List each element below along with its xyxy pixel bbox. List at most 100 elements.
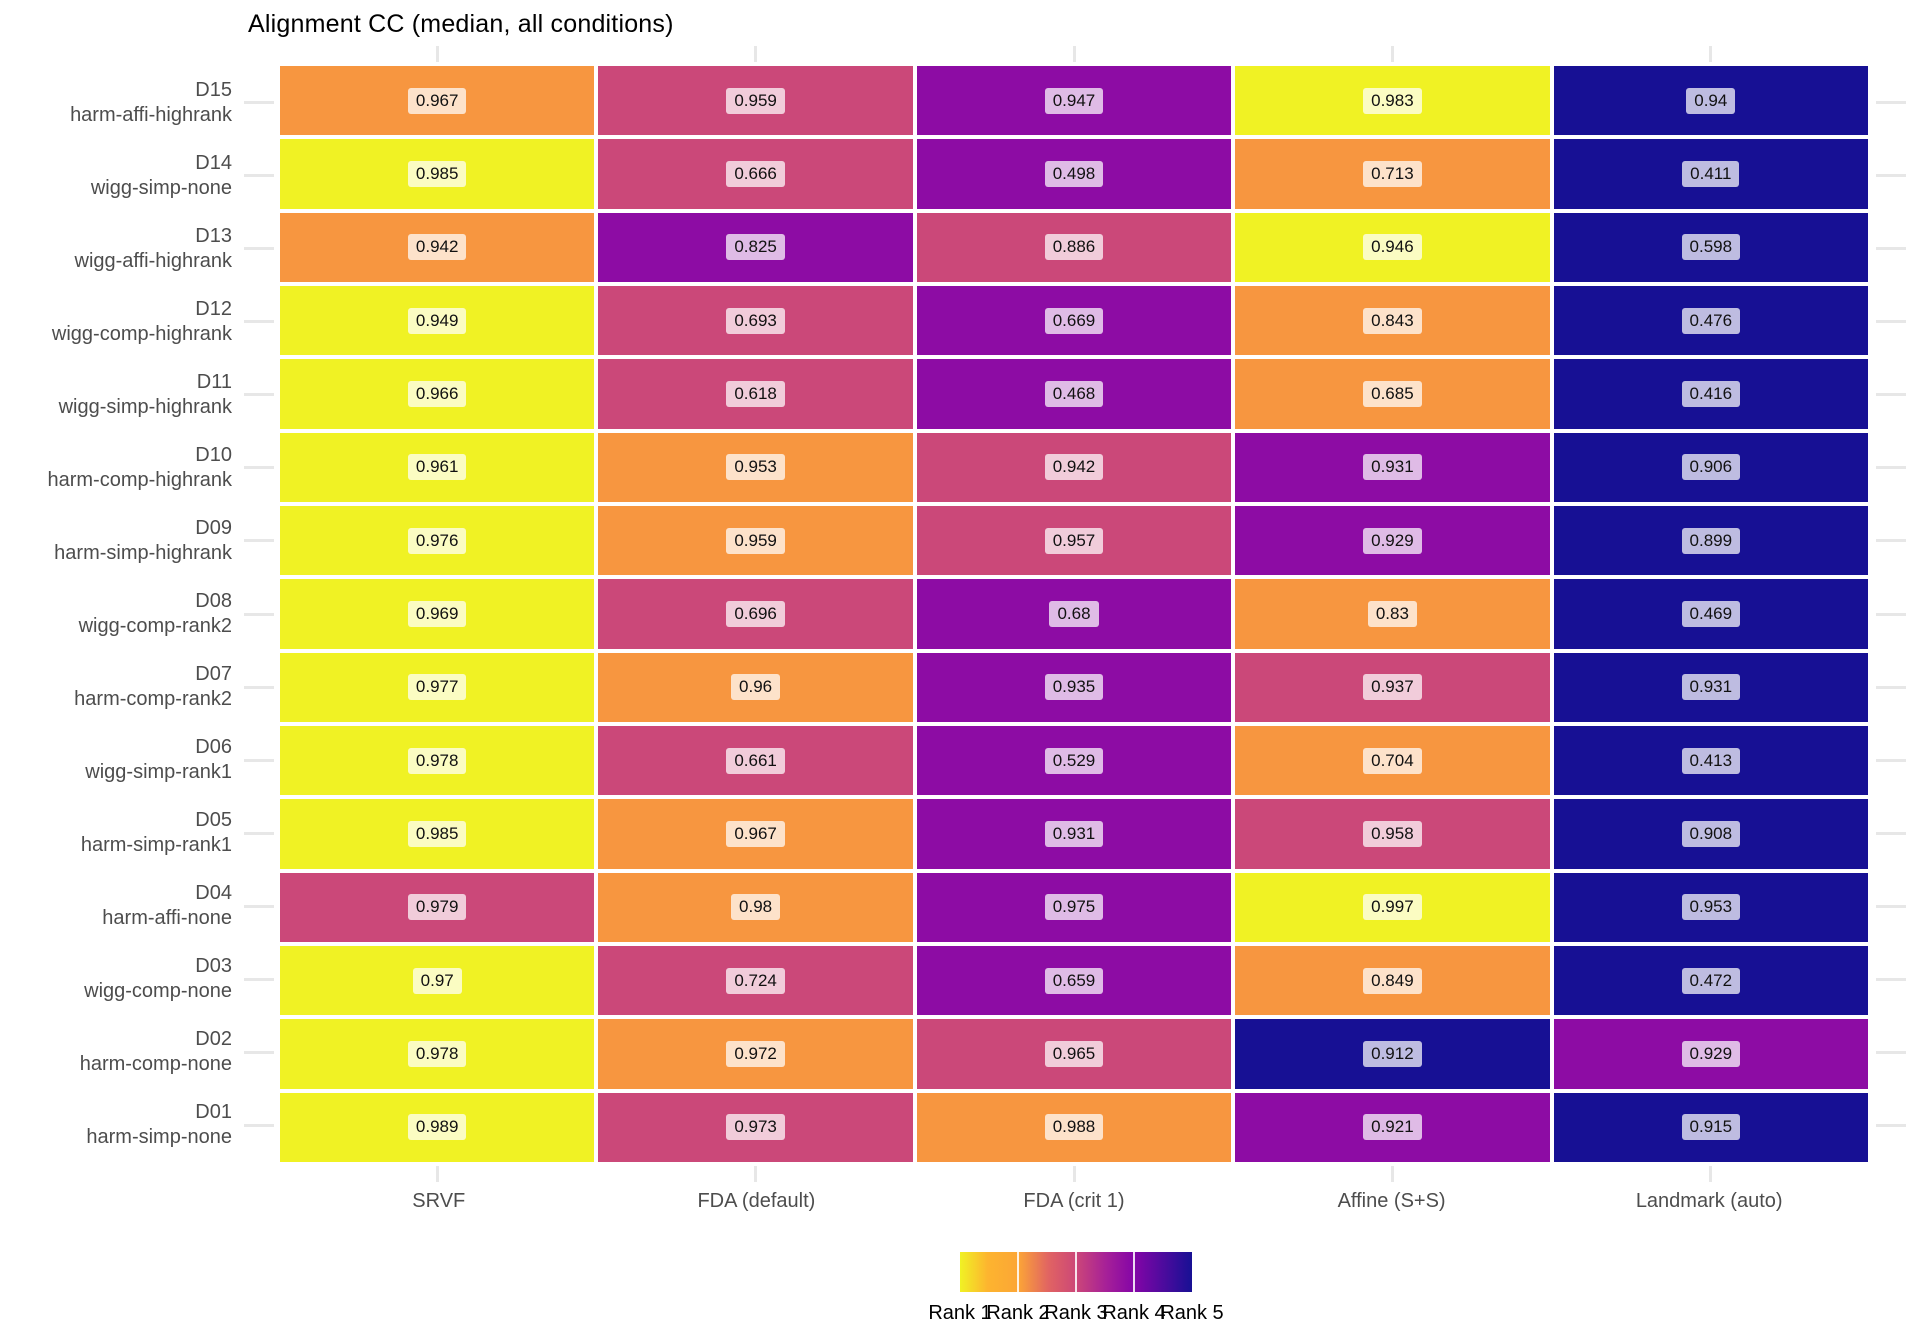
- cell-D08-col1: 0.969: [280, 579, 595, 649]
- row-label-D06: D06 wigg-simp-rank1: [0, 724, 232, 797]
- cell-value-label: 0.975: [1044, 894, 1104, 921]
- legend-label-2: Rank 2: [986, 1302, 1050, 1324]
- row-id: D02: [195, 1028, 232, 1051]
- cell-D01-col5: 0.915: [1553, 1092, 1868, 1162]
- cell-D11-col5: 0.416: [1553, 359, 1868, 429]
- cell-value-label: 0.498: [1044, 160, 1104, 187]
- cell-value-label: 0.929: [1363, 527, 1422, 554]
- grid-stub: [1709, 46, 1713, 62]
- legend-colorbar: [960, 1252, 1192, 1292]
- cell-D06-col5: 0.413: [1553, 726, 1868, 796]
- grid-stub: [244, 393, 274, 397]
- cell-value-label: 0.413: [1681, 747, 1741, 774]
- row-id: D11: [196, 370, 232, 393]
- row-label-D02: D02 harm-comp-none: [0, 1016, 232, 1089]
- cell-D09-col5: 0.899: [1553, 506, 1868, 576]
- grid-stub: [754, 46, 758, 62]
- grid-stub: [244, 466, 274, 470]
- grid-stub: [1876, 831, 1906, 835]
- cell-D13-col5: 0.598: [1553, 212, 1868, 282]
- cell-value-label: 0.966: [407, 380, 467, 407]
- cell-D13-col3: 0.886: [916, 212, 1232, 282]
- cell-value-label: 0.978: [407, 747, 467, 774]
- cell-value-label: 0.693: [726, 307, 785, 334]
- grid-stub: [244, 685, 274, 689]
- col-label-2: FDA (default): [697, 1189, 816, 1212]
- col-label-5: Landmark (auto): [1635, 1189, 1783, 1212]
- cell-value-label: 0.973: [726, 1114, 785, 1141]
- cell-D12-col5: 0.476: [1553, 286, 1868, 356]
- row-label-D05: D05 harm-simp-rank1: [0, 797, 232, 870]
- cell-D12-col1: 0.949: [280, 286, 595, 356]
- col-label-3: FDA (crit 1): [1023, 1189, 1125, 1212]
- cell-value-label: 0.957: [1044, 527, 1104, 554]
- cell-value-label: 0.985: [407, 160, 467, 187]
- grid-stub: [1876, 904, 1906, 908]
- row-label-D08: D08 wigg-comp-rank2: [0, 577, 232, 650]
- cell-value-label: 0.931: [1363, 454, 1422, 481]
- cell-D12-col2: 0.693: [598, 286, 913, 356]
- cell-D07-col2: 0.96: [598, 652, 913, 722]
- row-condition: harm-simp-none: [86, 1126, 232, 1149]
- grid-stub: [1390, 1166, 1394, 1182]
- row-label-D09: D09 harm-simp-highrank: [0, 504, 232, 577]
- cell-D15-col2: 0.959: [598, 66, 913, 136]
- grid-stub: [244, 247, 274, 251]
- cell-D09-col4: 0.929: [1235, 506, 1550, 576]
- cell-value-label: 0.959: [726, 87, 785, 114]
- grid-stub: [1709, 1166, 1713, 1182]
- row-id: D10: [195, 443, 232, 466]
- cell-value-label: 0.659: [1044, 967, 1104, 994]
- legend-label-3: Rank 3: [1044, 1302, 1108, 1324]
- cell-value-label: 0.976: [407, 527, 467, 554]
- cell-value-label: 0.598: [1681, 234, 1741, 261]
- cell-value-label: 0.469: [1681, 600, 1741, 627]
- cell-D06-col2: 0.661: [598, 726, 913, 796]
- grid-stub: [435, 46, 439, 62]
- row-label-D14: D14 wigg-simp-none: [0, 139, 232, 212]
- row-label-D10: D10 harm-comp-highrank: [0, 431, 232, 504]
- cell-D07-col4: 0.937: [1235, 652, 1550, 722]
- cell-D10-col4: 0.931: [1235, 432, 1550, 502]
- cell-value-label: 0.661: [726, 747, 785, 774]
- legend-tick: [1133, 1252, 1135, 1292]
- cell-value-label: 0.942: [407, 234, 467, 261]
- row-condition: wigg-affi-highrank: [74, 249, 233, 272]
- cell-value-label: 0.979: [407, 894, 467, 921]
- grid-stub: [1876, 758, 1906, 762]
- row-id: D15: [195, 78, 232, 101]
- cell-value-label: 0.921: [1363, 1114, 1422, 1141]
- cell-D05-col5: 0.908: [1553, 799, 1868, 869]
- cell-D01-col1: 0.989: [280, 1092, 595, 1162]
- row-condition: harm-comp-highrank: [47, 468, 232, 491]
- cell-value-label: 0.935: [1044, 674, 1104, 701]
- row-condition: wigg-simp-rank1: [85, 761, 232, 784]
- row-condition: harm-affi-highrank: [70, 103, 232, 126]
- cell-D15-col3: 0.947: [916, 66, 1232, 136]
- legend-tick: [1075, 1252, 1077, 1292]
- cell-D03-col4: 0.849: [1235, 946, 1550, 1016]
- cell-D02-col3: 0.965: [916, 1019, 1232, 1089]
- cell-value-label: 0.468: [1044, 380, 1104, 407]
- grid-stub: [1876, 977, 1906, 981]
- row-id: D04: [195, 882, 232, 905]
- cell-value-label: 0.931: [1681, 674, 1741, 701]
- row-id: D07: [195, 663, 232, 686]
- cell-value-label: 0.472: [1681, 967, 1741, 994]
- legend-tick: [1017, 1252, 1019, 1292]
- cell-D01-col4: 0.921: [1235, 1092, 1550, 1162]
- cell-D10-col5: 0.906: [1553, 432, 1868, 502]
- heatmap-grid: 0.967 0.959 0.947 0.983 0.94 0.985 0.666 0.498 0…: [280, 66, 1868, 1162]
- grid-stub: [1876, 247, 1906, 251]
- cell-D03-col5: 0.472: [1553, 946, 1868, 1016]
- row-id: D01: [195, 1101, 232, 1124]
- cell-D11-col1: 0.966: [280, 359, 595, 429]
- grid-stub: [244, 977, 274, 981]
- cell-D13-col4: 0.946: [1235, 212, 1550, 282]
- grid-stub: [244, 831, 274, 835]
- grid-stub: [1072, 46, 1076, 62]
- grid-stub: [244, 904, 274, 908]
- cell-D04-col4: 0.997: [1235, 872, 1550, 942]
- cell-D13-col1: 0.942: [280, 212, 595, 282]
- row-id: D13: [195, 224, 232, 247]
